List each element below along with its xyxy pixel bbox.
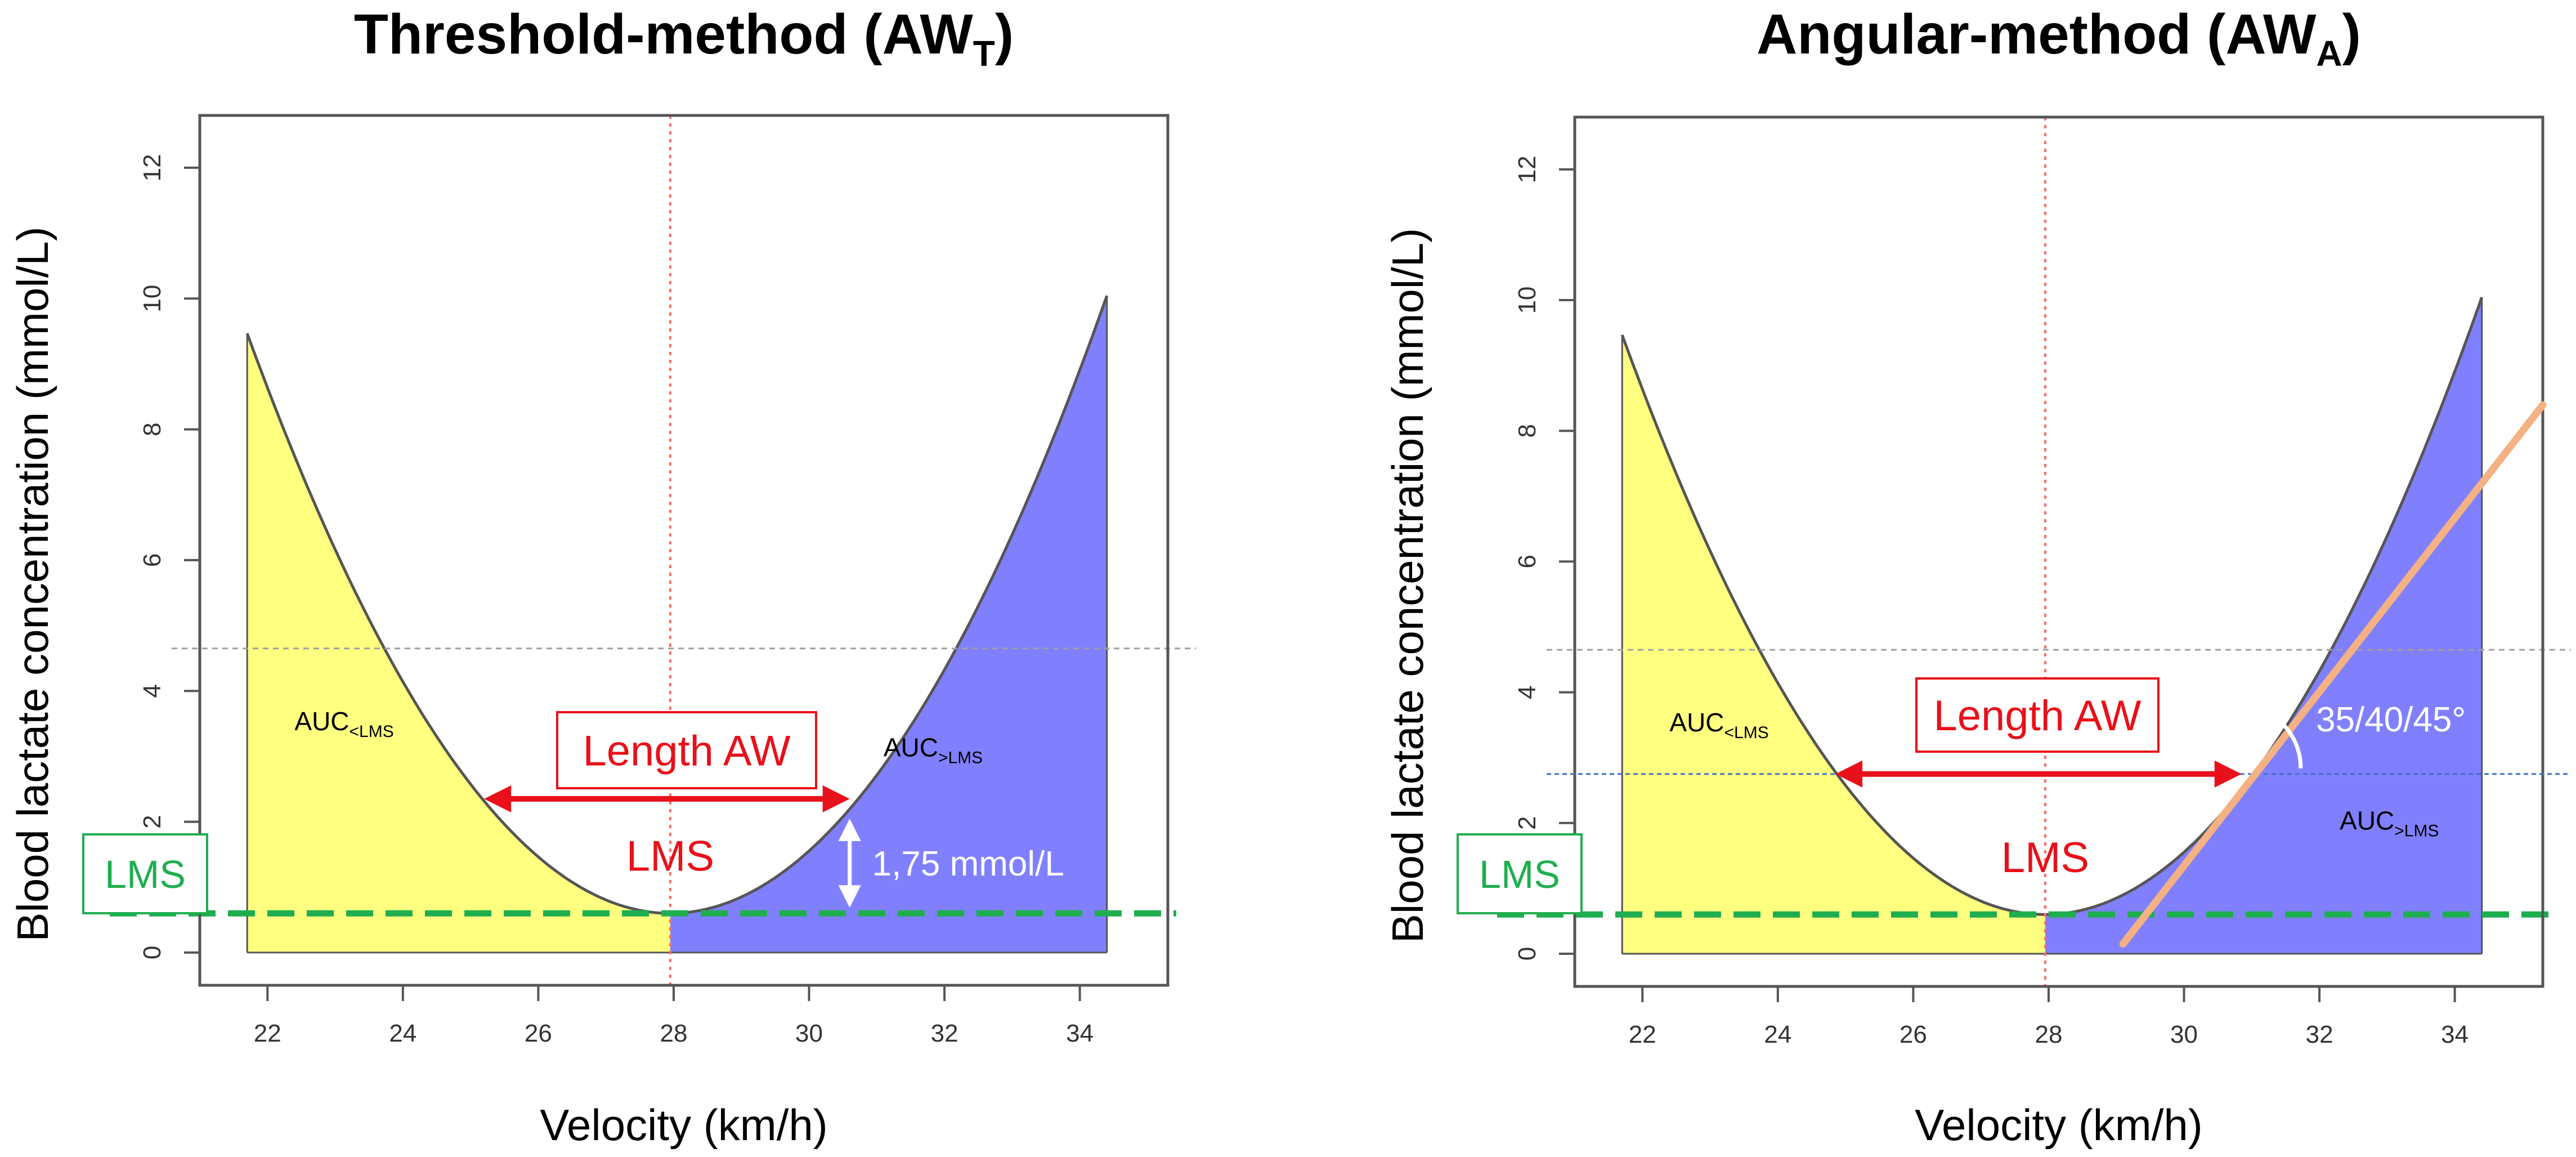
- delta-label: 1,75 mmol/L: [872, 845, 1064, 883]
- auc-above-lms-label: AUC>LMS: [884, 732, 983, 767]
- y-axis-label: Blood lactate concentration (mmol/L): [1383, 228, 1432, 943]
- y-tick-label: 8: [138, 422, 166, 436]
- x-tick-label: 34: [2441, 1021, 2469, 1048]
- lms-box: [82, 833, 208, 914]
- auc-below-lms-area: [1622, 334, 2045, 954]
- auc-below-lms-area: [247, 333, 670, 953]
- y-tick-label: 2: [138, 815, 166, 828]
- chart-panel-2: Angular-method (AWA)22 24 26 28 30 32 34024681…: [1383, 3, 2571, 1150]
- auc-above-lms-area: [2045, 297, 2482, 954]
- auc-above-lms-subscript: >LMS: [938, 748, 983, 767]
- chart-title-subscript: T: [973, 33, 995, 74]
- x-tick-label: 24: [389, 1020, 416, 1047]
- auc-above-lms-text: AUC: [2340, 806, 2394, 835]
- auc-above-lms-label: AUC>LMS: [2340, 806, 2439, 840]
- auc-below-lms-text: AUC: [1669, 708, 1724, 737]
- x-tick-label: 32: [2306, 1021, 2333, 1048]
- chart-title-main: Threshold-method (AW: [354, 3, 974, 66]
- y-tick-label: 12: [138, 154, 166, 181]
- y-tick-label: 6: [138, 553, 166, 567]
- lms-marker-label: LMS: [2001, 834, 2089, 882]
- auc-below-lms-label: AUC<LMS: [1669, 708, 1768, 742]
- delta-arrow-head-bottom: [838, 885, 861, 908]
- chart-panel-1: Threshold-method (AWT)22 24 26 28 30 32 340246…: [8, 3, 1196, 1150]
- tangent-line: [2119, 401, 2547, 948]
- chart-title: Angular-method (AWA): [1757, 3, 2361, 74]
- auc-above-lms-area: [670, 296, 1107, 953]
- chart-title-close: ): [2342, 3, 2361, 66]
- lms-box: [1457, 833, 1583, 914]
- y-tick-label: 2: [1513, 816, 1541, 830]
- lms-box-label: LMS: [1479, 852, 1560, 896]
- plot-frame: [1573, 115, 2544, 988]
- x-axis-label: Velocity (km/h): [1915, 1100, 2202, 1150]
- lms-box-label: LMS: [105, 852, 186, 896]
- auc-above-lms-text: AUC: [884, 732, 938, 762]
- y-axis-label: Blood lactate concentration (mmol/L): [8, 226, 57, 941]
- x-axis-label: Velocity (km/h): [540, 1100, 827, 1150]
- length-aw-arrow-head-left: [1835, 760, 1863, 788]
- x-tick-label: 26: [525, 1020, 552, 1047]
- y-tick-label: 0: [138, 946, 166, 959]
- chart-title-subscript: A: [2316, 33, 2342, 74]
- length-aw-arrow-head-left: [484, 785, 512, 812]
- angle-arc: [2274, 716, 2303, 769]
- x-tick-label: 30: [795, 1020, 823, 1047]
- length-aw-arrow-head-right: [2214, 760, 2242, 788]
- y-tick-label: 0: [1513, 947, 1541, 961]
- auc-below-lms-subscript: <LMS: [350, 722, 394, 741]
- y-tick-label: 4: [1513, 685, 1541, 699]
- x-tick-label: 22: [254, 1020, 281, 1047]
- chart-title-main: Angular-method (AW: [1757, 3, 2317, 66]
- x-tick-label: 28: [2035, 1021, 2062, 1048]
- x-tick-label: 22: [1629, 1021, 1656, 1048]
- length-aw-label: Length AW: [583, 727, 791, 775]
- x-tick-label: 26: [1899, 1021, 1927, 1048]
- x-tick-label: 24: [1764, 1021, 1791, 1048]
- lms-marker-label: LMS: [626, 833, 714, 881]
- y-tick-label: 10: [1513, 287, 1541, 314]
- delta-arrow-head-top: [838, 818, 861, 841]
- angle-label: 35/40/45°: [2316, 700, 2466, 739]
- length-aw-label: Length AW: [1934, 692, 2142, 740]
- y-tick-label: 10: [138, 285, 166, 312]
- chart-title-close: ): [995, 3, 1014, 66]
- auc-above-lms-subscript: >LMS: [2394, 821, 2439, 840]
- y-tick-label: 4: [138, 684, 166, 698]
- y-tick-label: 12: [1513, 155, 1541, 183]
- y-tick-label: 8: [1513, 424, 1541, 437]
- length-aw-box: [1915, 677, 2160, 753]
- x-tick-label: 34: [1066, 1020, 1094, 1047]
- auc-below-lms-subscript: <LMS: [1724, 723, 1769, 742]
- x-tick-label: 30: [2170, 1021, 2198, 1048]
- auc-below-lms-text: AUC: [294, 707, 349, 736]
- auc-below-lms-label: AUC<LMS: [294, 707, 393, 741]
- plot-frame: [198, 114, 1170, 987]
- y-tick-label: 6: [1513, 555, 1541, 568]
- chart-title: Threshold-method (AWT): [354, 3, 1014, 74]
- x-tick-label: 28: [660, 1020, 687, 1047]
- length-aw-box: [556, 711, 817, 789]
- length-aw-arrow-head-right: [822, 785, 850, 812]
- x-tick-label: 32: [931, 1020, 958, 1047]
